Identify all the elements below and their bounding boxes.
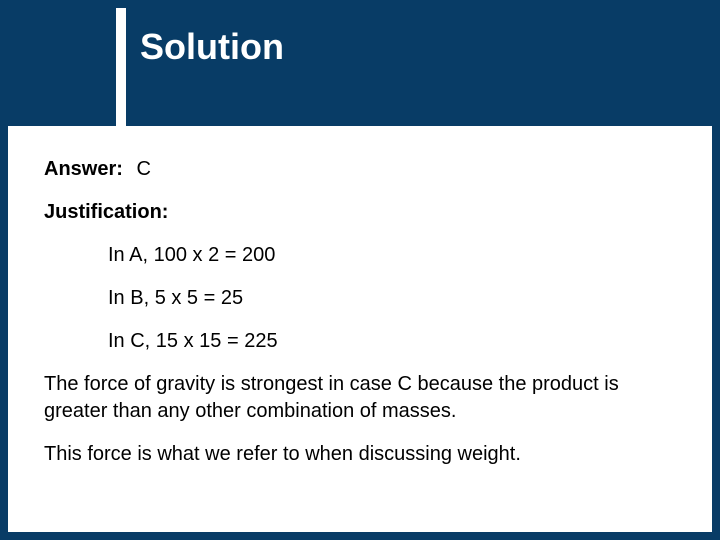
slide: Solution Answer: C Justification: In A, … [0, 0, 720, 540]
title-divider [116, 8, 126, 126]
justification-label: Justification: [44, 201, 168, 223]
slide-title: Solution [140, 26, 284, 68]
header-band: Solution [8, 8, 712, 126]
justification-row: Justification: [44, 199, 676, 226]
paragraph-2: This force is what we refer to when disc… [44, 441, 676, 468]
calc-item-b: In B, 5 x 5 = 25 [108, 285, 676, 312]
calculation-list: In A, 100 x 2 = 200 In B, 5 x 5 = 25 In … [108, 242, 676, 355]
paragraph-1: The force of gravity is strongest in cas… [44, 371, 676, 425]
answer-value: C [136, 158, 150, 180]
slide-body: Answer: C Justification: In A, 100 x 2 =… [44, 156, 676, 484]
content-area: Solution Answer: C Justification: In A, … [8, 8, 712, 532]
calc-item-c: In C, 15 x 15 = 225 [108, 328, 676, 355]
answer-label: Answer: [44, 158, 123, 180]
answer-row: Answer: C [44, 156, 676, 183]
calc-item-a: In A, 100 x 2 = 200 [108, 242, 676, 269]
